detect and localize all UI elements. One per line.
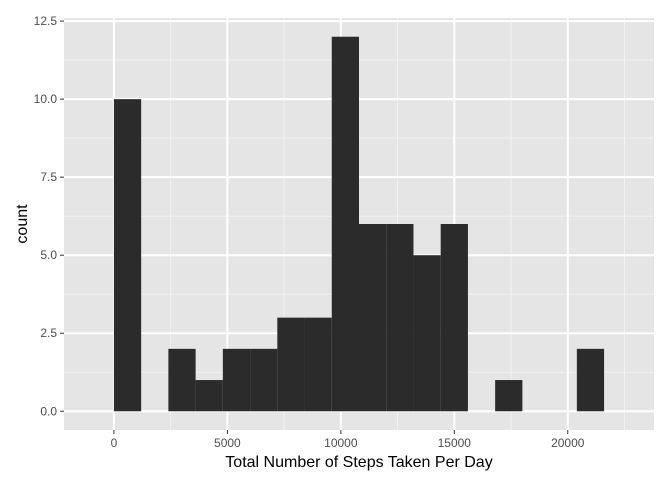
y-tick-label: 12.5 [34,14,58,28]
histogram-bar [304,317,332,412]
histogram-bar [277,317,305,412]
histogram-bar [222,348,251,412]
histogram-bars [113,36,605,412]
histogram-bar [413,255,441,412]
histogram-bar [495,380,523,412]
y-tick-label: 10.0 [34,92,58,106]
x-tick-label: 0 [111,436,118,450]
x-tick-label: 15000 [438,436,472,450]
histogram-bar [576,348,605,412]
x-axis-title: Total Number of Steps Taken Per Day [225,454,492,471]
histogram-bar [386,224,414,412]
histogram-bar [250,348,278,412]
histogram-bar [331,36,359,412]
histogram-bar [113,99,142,412]
x-tick-label: 5000 [214,436,241,450]
y-tick-label: 5.0 [40,248,57,262]
histogram-bar [168,348,196,412]
histogram-bar [440,224,468,412]
y-tick-label: 7.5 [40,170,57,184]
histogram-bar [359,224,387,412]
histogram-bar [195,380,223,412]
y-axis-title: count [14,204,31,244]
x-axis-ticks: 0 5000 10000 15000 20000 [111,430,585,450]
y-axis-ticks: 0.0 2.5 5.0 7.5 10.0 12.5 [34,14,64,418]
x-tick-label: 10000 [324,436,358,450]
y-tick-label: 2.5 [40,326,57,340]
y-tick-label: 0.0 [40,404,57,418]
x-tick-label: 20000 [551,436,585,450]
